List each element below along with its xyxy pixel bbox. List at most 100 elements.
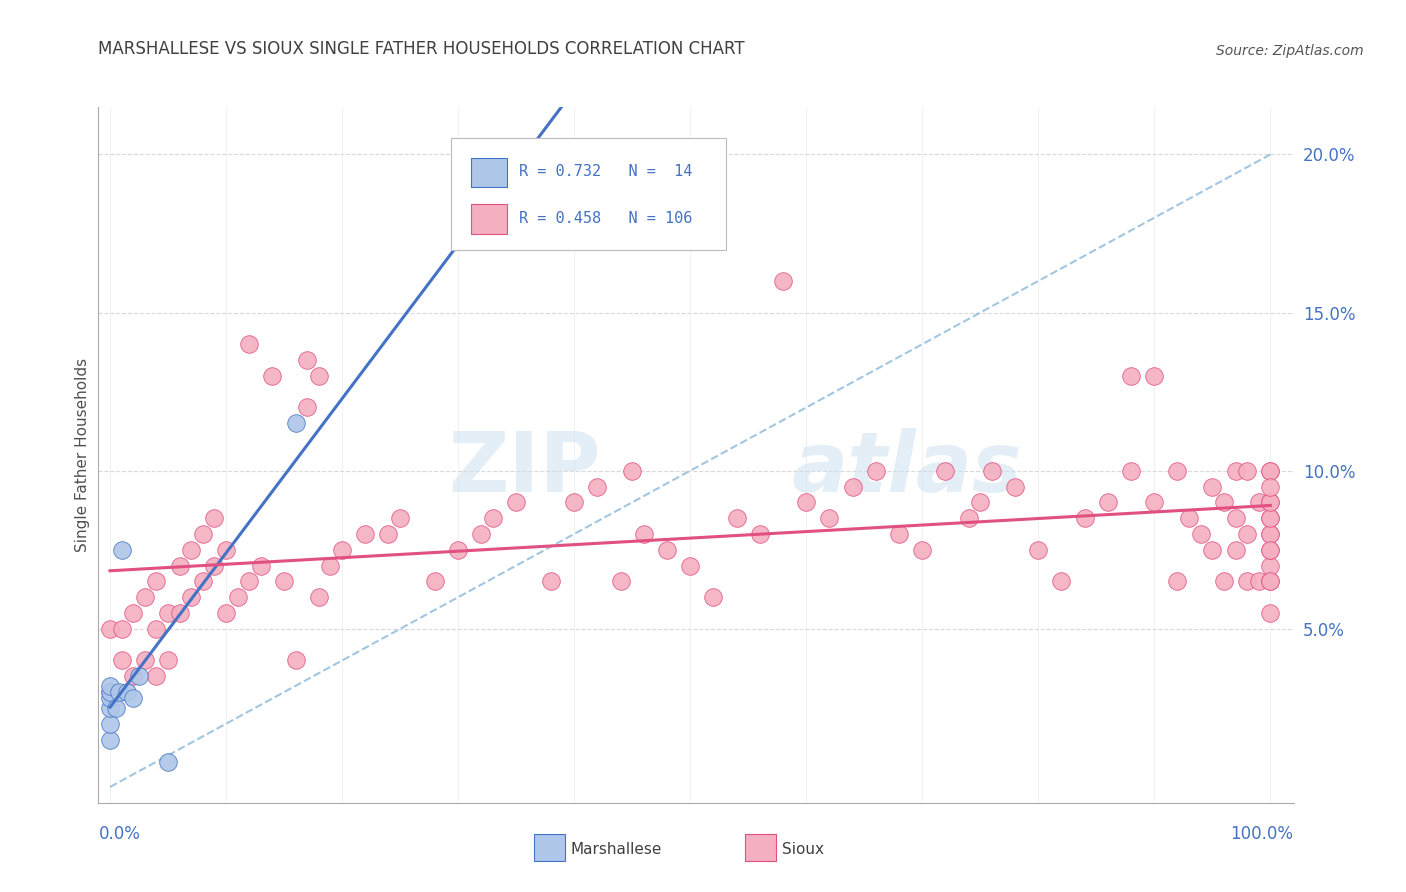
Point [262,368,284,383]
Point [284,417,307,431]
Point [1166,464,1188,478]
Point [330,542,353,557]
Point [98,622,121,636]
Point [1258,527,1281,541]
Point [238,337,260,351]
Point [423,574,446,589]
Point [308,591,330,605]
Point [238,574,260,589]
Point [679,558,702,573]
Point [1225,464,1247,478]
Point [1166,574,1188,589]
Point [204,558,226,573]
Point [1236,464,1258,478]
Point [1258,511,1281,525]
Point [389,511,412,525]
Point [111,542,134,557]
Point [226,591,249,605]
Point [609,574,631,589]
Point [1212,495,1234,509]
Point [204,511,226,525]
Point [273,574,295,589]
Point [1225,542,1247,557]
Text: 100.0%: 100.0% [1230,825,1294,843]
Text: 0.0%: 0.0% [98,825,141,843]
Point [191,574,214,589]
Point [1258,606,1281,620]
Point [562,495,585,509]
Point [297,401,319,415]
Text: atlas: atlas [792,428,1022,509]
Point [1258,558,1281,573]
Point [98,685,121,699]
Point [1258,574,1281,589]
Point [621,464,644,478]
Point [104,701,127,715]
Point [1258,495,1281,509]
Point [1212,574,1234,589]
Point [1258,542,1281,557]
Point [1201,479,1223,493]
Point [98,679,121,693]
Point [1201,542,1223,557]
Point [1050,574,1073,589]
Point [470,527,492,541]
Point [818,511,841,525]
Point [377,527,399,541]
Point [215,542,238,557]
Point [1258,464,1281,478]
Point [98,685,121,699]
Text: Source: ZipAtlas.com: Source: ZipAtlas.com [1216,44,1364,58]
Point [1258,542,1281,557]
Point [122,669,145,683]
Point [180,542,202,557]
FancyBboxPatch shape [451,138,725,250]
Point [957,511,980,525]
Point [969,495,991,509]
FancyBboxPatch shape [471,204,508,234]
Point [540,574,562,589]
Text: MARSHALLESE VS SIOUX SINGLE FATHER HOUSEHOLDS CORRELATION CHART: MARSHALLESE VS SIOUX SINGLE FATHER HOUSE… [98,40,745,58]
Text: R = 0.732   N =  14: R = 0.732 N = 14 [519,163,693,178]
Point [748,527,770,541]
Point [157,653,180,667]
Point [655,542,678,557]
Point [1258,464,1281,478]
Point [98,716,121,731]
Point [111,653,134,667]
Point [633,527,655,541]
Text: Sioux: Sioux [782,842,824,856]
Point [354,527,377,541]
Point [911,542,934,557]
Point [215,606,238,620]
Point [794,495,817,509]
Point [1189,527,1212,541]
Point [1247,495,1270,509]
Point [122,691,145,706]
Point [772,274,794,288]
Point [980,464,1002,478]
Point [887,527,910,541]
Point [108,685,131,699]
Point [180,591,202,605]
Point [725,511,748,525]
Point [1119,368,1142,383]
Point [169,606,191,620]
Point [1247,574,1270,589]
Point [157,755,180,769]
Point [1258,527,1281,541]
Point [1258,574,1281,589]
Text: R = 0.458   N = 106: R = 0.458 N = 106 [519,211,693,226]
Point [1026,542,1049,557]
Y-axis label: Single Father Households: Single Father Households [75,358,90,552]
Point [1143,495,1166,509]
FancyBboxPatch shape [471,158,508,187]
Point [145,622,167,636]
Point [505,495,527,509]
Point [134,653,156,667]
Point [157,606,180,620]
Point [1119,464,1142,478]
Point [1258,479,1281,493]
Point [1225,511,1247,525]
Point [134,591,156,605]
